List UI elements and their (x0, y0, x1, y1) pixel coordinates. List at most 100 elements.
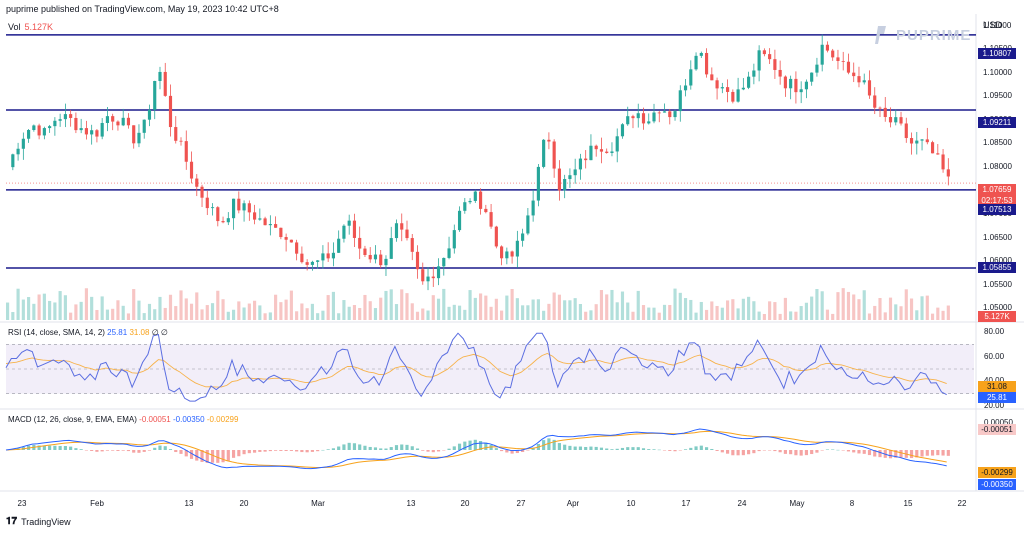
candle-body (168, 95, 173, 128)
candle-body (436, 266, 441, 279)
macd-hist-bar (631, 447, 635, 450)
volume-bar (894, 304, 898, 320)
macd-hist-bar (599, 447, 604, 450)
time-tick: 17 (681, 499, 691, 508)
candle-body (174, 127, 178, 141)
macd-hist-bar (305, 450, 309, 453)
macd-hist-bar (578, 446, 583, 450)
volume-bar (326, 295, 330, 320)
candle-body (804, 81, 808, 90)
candle-body (810, 72, 814, 82)
candle-body (226, 218, 230, 223)
candle-body (95, 130, 99, 137)
macd-hist-bar (463, 441, 467, 450)
volume-bar (568, 300, 572, 320)
macd-hist-bar (510, 450, 514, 454)
macd-hist-bar (274, 450, 278, 451)
volume-bar (58, 291, 62, 320)
candle-body (631, 116, 635, 119)
volume-bar (662, 304, 667, 320)
volume-bar (673, 288, 677, 320)
volume-bar (310, 303, 314, 320)
candle-body (778, 69, 782, 77)
candle-body (883, 107, 887, 118)
volume-bar (63, 295, 67, 320)
macd-hist-bar (831, 449, 835, 450)
macd-hist-bar (379, 448, 383, 450)
candle-body (668, 111, 672, 118)
volume-bar (331, 291, 335, 320)
candle-body (941, 154, 945, 170)
macd-hist-bar (547, 438, 551, 450)
volume-bar (174, 306, 178, 320)
candle-body (216, 207, 220, 222)
volume-bar (657, 312, 661, 320)
candle-body (589, 145, 593, 161)
candle-body (689, 69, 693, 86)
macd-hist-bar (121, 450, 125, 451)
rsi-tick: 80.00 (984, 327, 1005, 336)
candle-body (515, 240, 519, 257)
macd-hist-bar (641, 448, 646, 450)
macd-hist-bar (715, 450, 719, 451)
macd-signal-value: -0.00299 (206, 415, 239, 424)
candle-body (116, 121, 120, 126)
volume-bar (342, 300, 346, 320)
candle-body (647, 121, 651, 124)
volume-bar (484, 295, 488, 320)
volume-bar (846, 291, 851, 320)
macd-hist-bar (479, 441, 483, 450)
volume-bar (615, 302, 619, 320)
candle-body (452, 230, 456, 249)
macd-hist-bar (100, 450, 104, 452)
rsi-legend[interactable]: RSI (14, close, SMA, 14, 2) 25.81 31.08 … (8, 328, 168, 337)
macd-hist-bar (163, 446, 167, 450)
macd-hist-bar (316, 450, 320, 452)
volume-bar (510, 288, 514, 320)
candle-body (363, 248, 367, 255)
price-tick: 1.06000 (983, 256, 1012, 266)
tradingview-footer[interactable]: 𝟏𝟕 TradingView (6, 516, 71, 527)
volume-bar (694, 312, 698, 320)
macd-hist-bar (263, 450, 267, 452)
candle-body (200, 186, 204, 198)
macd-hist-bar (363, 445, 367, 450)
macd-legend[interactable]: MACD (12, 26, close, 9, EMA, EMA) -0.000… (8, 415, 238, 424)
macd-hist-bar (836, 449, 840, 451)
candle-body (27, 130, 31, 139)
macd-hist-bar (289, 450, 293, 451)
volume-bar (930, 313, 935, 320)
candle-body (53, 120, 57, 127)
volume-bar (836, 292, 840, 320)
time-tick: 8 (849, 499, 855, 508)
macd-hist-bar (657, 449, 661, 451)
macd-hist-bar (915, 450, 919, 458)
candle-body (247, 203, 251, 213)
volume-bar (263, 313, 267, 320)
candle-body (867, 80, 872, 96)
candle-body (794, 78, 798, 93)
macd-hist-bar (258, 450, 262, 452)
candle-body (179, 140, 183, 142)
candle-body (531, 200, 535, 216)
macd-hist-bar (762, 450, 766, 451)
macd-hist-bar (899, 450, 903, 458)
candle-body (42, 128, 46, 136)
volume-bar (841, 288, 845, 320)
candle-body (620, 124, 625, 137)
volume-bar (436, 298, 441, 320)
rsi-signal-tag: 31.08 (978, 381, 1016, 392)
candle-body (710, 74, 714, 81)
candle-body (930, 142, 935, 154)
candle-body (74, 117, 78, 131)
puprime-logo: PUPRIME (874, 24, 971, 46)
candle-body (58, 119, 62, 121)
candle-body (841, 60, 845, 62)
candle-body (153, 80, 157, 110)
candle-body (920, 139, 924, 141)
macd-line-value: -0.00350 (173, 415, 205, 424)
macd-hist-bar (400, 444, 404, 450)
macd-hist-bar (820, 450, 824, 451)
candle-body (500, 246, 504, 259)
